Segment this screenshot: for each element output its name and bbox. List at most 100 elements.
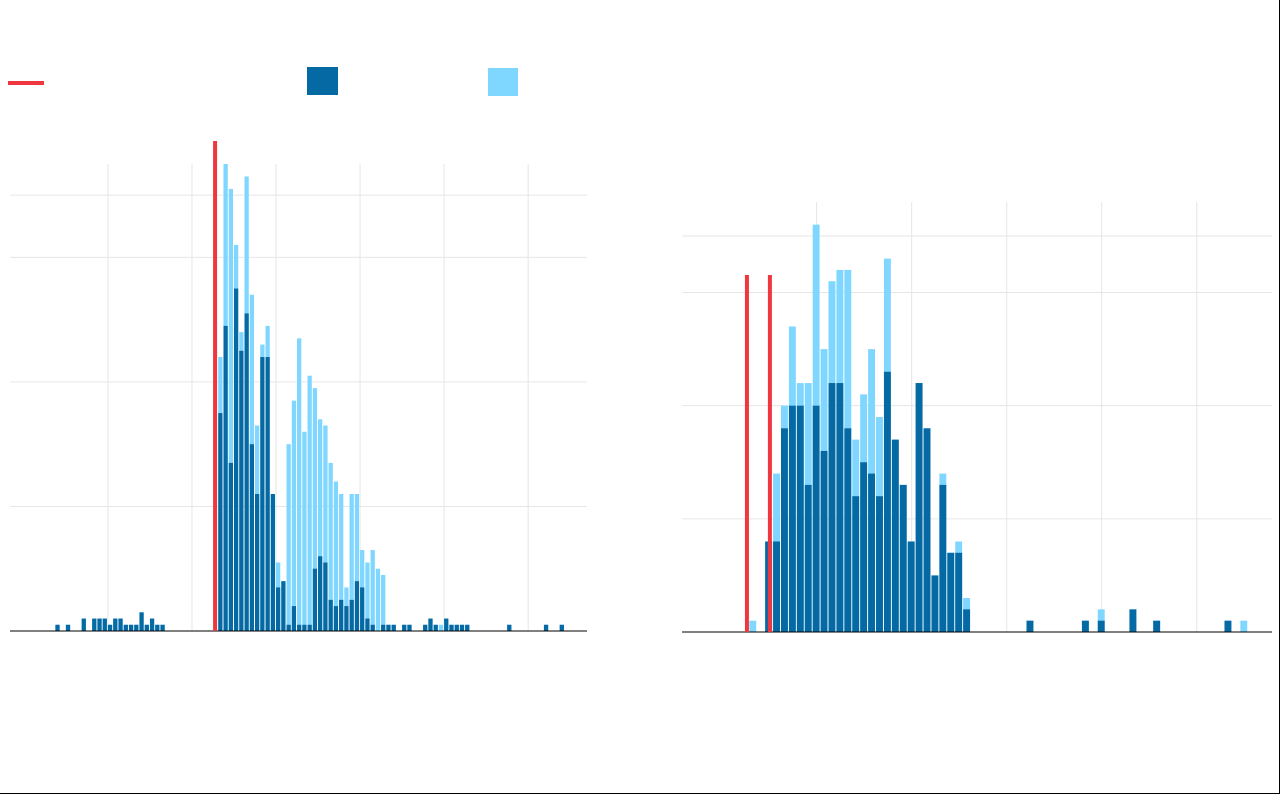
bar bbox=[1026, 620, 1034, 632]
bar bbox=[255, 494, 260, 631]
bar bbox=[931, 575, 939, 632]
bar bbox=[402, 624, 407, 631]
bar bbox=[265, 357, 270, 631]
bar bbox=[297, 338, 302, 631]
bar bbox=[883, 371, 891, 632]
bar bbox=[333, 481, 339, 631]
bar bbox=[307, 624, 312, 631]
bar bbox=[349, 494, 354, 631]
bar bbox=[307, 375, 312, 631]
bar bbox=[144, 624, 149, 631]
bar bbox=[344, 606, 349, 631]
bar bbox=[381, 574, 386, 631]
bar bbox=[852, 496, 860, 632]
bar bbox=[899, 484, 907, 632]
bar bbox=[328, 462, 333, 631]
bar bbox=[276, 587, 281, 631]
bar bbox=[128, 624, 134, 631]
bar bbox=[1081, 620, 1089, 632]
bar bbox=[323, 425, 328, 631]
bar bbox=[55, 624, 60, 631]
bar bbox=[360, 587, 365, 631]
bar bbox=[260, 357, 265, 631]
bar bbox=[907, 541, 915, 632]
bar bbox=[291, 606, 297, 631]
bar bbox=[228, 188, 233, 631]
bar bbox=[339, 599, 344, 631]
bar bbox=[868, 473, 876, 632]
bar bbox=[407, 624, 412, 631]
bar bbox=[876, 496, 883, 632]
legend-swatch-light bbox=[488, 68, 518, 96]
bar bbox=[1129, 609, 1137, 632]
bar bbox=[947, 552, 955, 632]
bar bbox=[459, 624, 465, 631]
bar bbox=[233, 288, 239, 631]
bar bbox=[820, 450, 828, 632]
bar bbox=[302, 431, 307, 631]
bar bbox=[113, 618, 118, 631]
bar bbox=[365, 618, 370, 631]
bar bbox=[318, 419, 323, 631]
bar bbox=[963, 609, 971, 632]
bar bbox=[433, 624, 438, 631]
bar bbox=[92, 618, 97, 631]
bar bbox=[454, 624, 459, 631]
bar bbox=[955, 552, 963, 632]
bar bbox=[438, 624, 444, 631]
bar bbox=[891, 439, 899, 632]
bar bbox=[107, 624, 113, 631]
bar bbox=[828, 383, 836, 632]
bar bbox=[312, 568, 318, 631]
bar bbox=[860, 462, 868, 632]
bar bbox=[836, 383, 844, 632]
bar bbox=[370, 550, 375, 631]
bar bbox=[281, 581, 286, 631]
bar bbox=[507, 624, 512, 631]
bar bbox=[223, 325, 228, 631]
bar bbox=[339, 494, 344, 631]
bar bbox=[773, 541, 780, 632]
bar bbox=[444, 618, 449, 631]
bar bbox=[375, 568, 381, 631]
bar bbox=[323, 562, 328, 631]
bar bbox=[796, 405, 804, 632]
bar bbox=[354, 581, 360, 631]
bar bbox=[249, 444, 255, 631]
bar bbox=[65, 624, 71, 631]
bar bbox=[559, 624, 564, 631]
bar bbox=[270, 494, 276, 631]
bar bbox=[123, 624, 128, 631]
bar bbox=[386, 624, 391, 631]
bar bbox=[218, 413, 223, 631]
bar bbox=[102, 618, 107, 631]
bar bbox=[286, 444, 291, 631]
bar bbox=[923, 428, 931, 632]
bar bbox=[244, 313, 249, 631]
bar bbox=[328, 599, 333, 631]
bar bbox=[312, 388, 318, 631]
bar bbox=[844, 428, 852, 632]
bar bbox=[291, 400, 297, 631]
bar bbox=[1097, 620, 1105, 632]
bar bbox=[812, 405, 820, 632]
bar bbox=[543, 624, 549, 631]
bar bbox=[160, 624, 165, 631]
bar bbox=[423, 624, 428, 631]
bar bbox=[354, 494, 360, 631]
bar bbox=[915, 383, 923, 632]
bar bbox=[939, 484, 947, 632]
bar bbox=[1224, 620, 1232, 632]
bar bbox=[749, 620, 757, 632]
bar bbox=[297, 624, 302, 631]
bar bbox=[333, 606, 339, 631]
bar bbox=[391, 624, 396, 631]
bar bbox=[228, 462, 233, 631]
bar bbox=[118, 618, 123, 631]
bar bbox=[780, 428, 788, 632]
bar bbox=[139, 612, 144, 631]
bar bbox=[365, 562, 370, 631]
bar bbox=[155, 624, 160, 631]
